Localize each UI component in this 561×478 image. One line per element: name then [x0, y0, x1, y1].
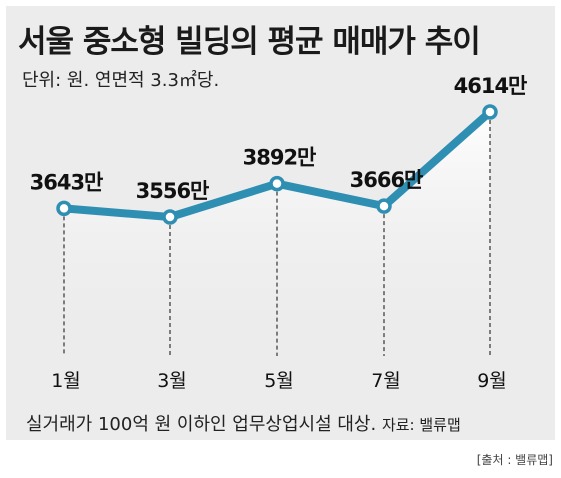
- data-label: 3892만: [243, 146, 316, 170]
- data-label: 3556만: [136, 179, 209, 203]
- data-point: [162, 209, 178, 225]
- source-inline: 자료: 밸류맵: [381, 416, 461, 434]
- unit-note: 단위: 원. 연면적 3.3㎡당.: [22, 70, 220, 91]
- category-label: 9월: [477, 370, 507, 392]
- footnote-text: 실거래가 100억 원 이하인 업무상업시설 대상.: [26, 414, 377, 435]
- data-point: [376, 198, 392, 214]
- category-label: 1월: [51, 370, 81, 392]
- data-label: 3643만: [30, 170, 103, 194]
- credit-source: [출처 : 밸류맵]: [476, 453, 553, 467]
- data-point: [56, 200, 72, 217]
- category-label: 7월: [371, 370, 401, 392]
- data-label: 3666만: [350, 168, 423, 192]
- footnote: 실거래가 100억 원 이하인 업무상업시설 대상. 자료: 밸류맵: [26, 410, 461, 436]
- data-point: [482, 104, 498, 120]
- data-label: 4614만: [454, 74, 527, 98]
- chart-title: 서울 중소형 빌딩의 평균 매매가 추이: [18, 24, 481, 60]
- category-label: 5월: [264, 370, 294, 392]
- data-point: [269, 175, 285, 192]
- category-label: 3월: [157, 370, 187, 392]
